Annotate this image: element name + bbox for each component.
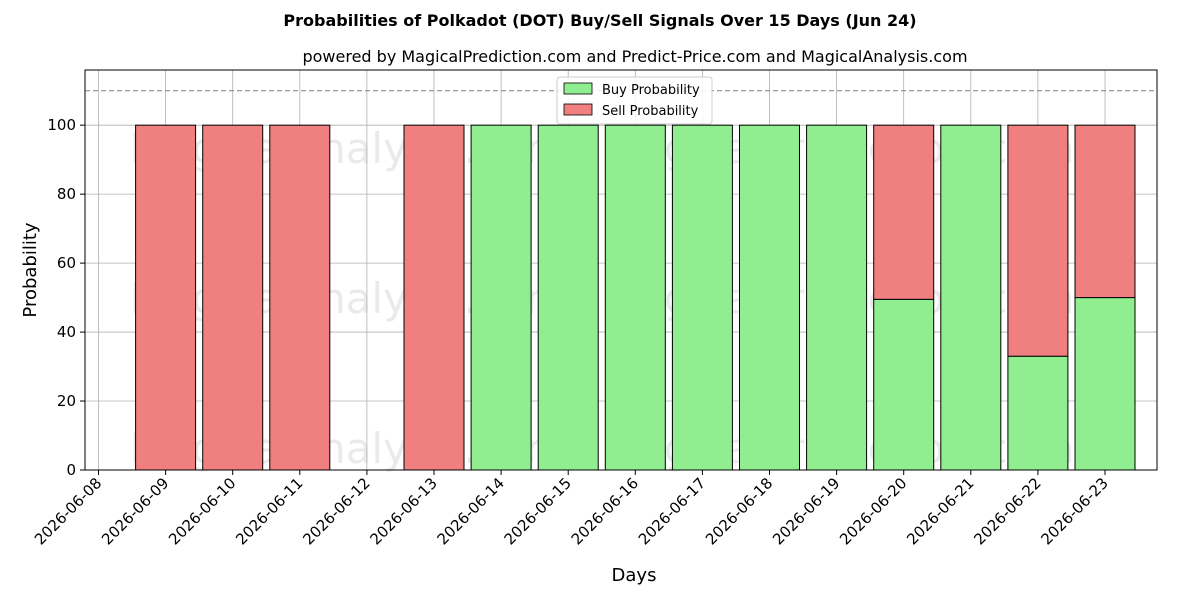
bar-sell xyxy=(1074,124,1136,299)
y-axis-ticks: 0 20 40 60 80 100 xyxy=(47,116,85,479)
x-tick-label: 2026-06-12 xyxy=(299,474,373,548)
plot-frame xyxy=(84,69,1158,471)
x-axis-ticks: 2026-06-082026-06-092026-06-102026-06-11… xyxy=(31,470,1112,548)
bar-buy xyxy=(671,124,733,471)
legend-label-buy: Buy Probability xyxy=(602,83,700,98)
legend-box xyxy=(556,76,713,125)
bar-buy xyxy=(1007,355,1069,471)
x-tick-label: 2026-06-19 xyxy=(769,474,843,548)
bar-sell xyxy=(403,124,465,471)
y-tick-label: 40 xyxy=(57,323,76,341)
bar-buy xyxy=(873,298,935,471)
x-tick-label: 2026-06-18 xyxy=(702,474,776,548)
bar-sell xyxy=(135,124,197,471)
bar-buy xyxy=(806,124,868,471)
bar-sell xyxy=(1007,124,1069,357)
x-tick-label: 2026-06-17 xyxy=(635,474,709,548)
y-tick-label: 20 xyxy=(57,392,76,410)
bar-buy xyxy=(1074,297,1136,471)
bar-sell xyxy=(202,124,264,471)
bar-sell xyxy=(269,124,331,471)
y-axis-label: Probability xyxy=(20,222,41,317)
y-tick-label: 100 xyxy=(47,116,76,134)
y-tick-label: 80 xyxy=(57,185,76,203)
legend: Buy Probability Sell Probability xyxy=(556,76,713,125)
x-tick-label: 2026-06-11 xyxy=(232,474,306,548)
x-tick-label: 2026-06-20 xyxy=(836,474,910,548)
y-tick-label: 60 xyxy=(57,254,76,272)
x-tick-label: 2026-06-10 xyxy=(165,474,239,548)
chart-title: Probabilities of Polkadot (DOT) Buy/Sell… xyxy=(283,11,916,30)
x-tick-label: 2026-06-09 xyxy=(98,474,172,548)
x-tick-label: 2026-06-14 xyxy=(434,474,508,548)
bars xyxy=(135,124,1136,471)
bar-buy xyxy=(470,124,532,471)
x-axis-label: Days xyxy=(612,565,657,586)
x-tick-label: 2026-06-16 xyxy=(568,474,642,548)
x-tick-label: 2026-06-21 xyxy=(903,474,977,548)
bar-buy xyxy=(940,124,1002,471)
bar-buy xyxy=(604,124,666,471)
bar-buy xyxy=(739,124,800,471)
x-tick-label: 2026-06-15 xyxy=(501,474,575,548)
legend-label-sell: Sell Probability xyxy=(602,104,699,119)
legend-swatch-buy xyxy=(563,82,593,95)
bar-buy xyxy=(537,124,599,471)
legend-swatch-sell xyxy=(563,103,593,116)
x-tick-label: 2026-06-22 xyxy=(970,474,1044,548)
y-tick-label: 0 xyxy=(66,461,76,479)
x-tick-label: 2026-06-13 xyxy=(366,474,440,548)
x-tick-label: 2026-06-08 xyxy=(31,474,105,548)
bar-sell xyxy=(873,124,935,300)
x-tick-label: 2026-06-23 xyxy=(1037,474,1111,548)
chart-subtitle: powered by MagicalPrediction.com and Pre… xyxy=(302,47,967,66)
